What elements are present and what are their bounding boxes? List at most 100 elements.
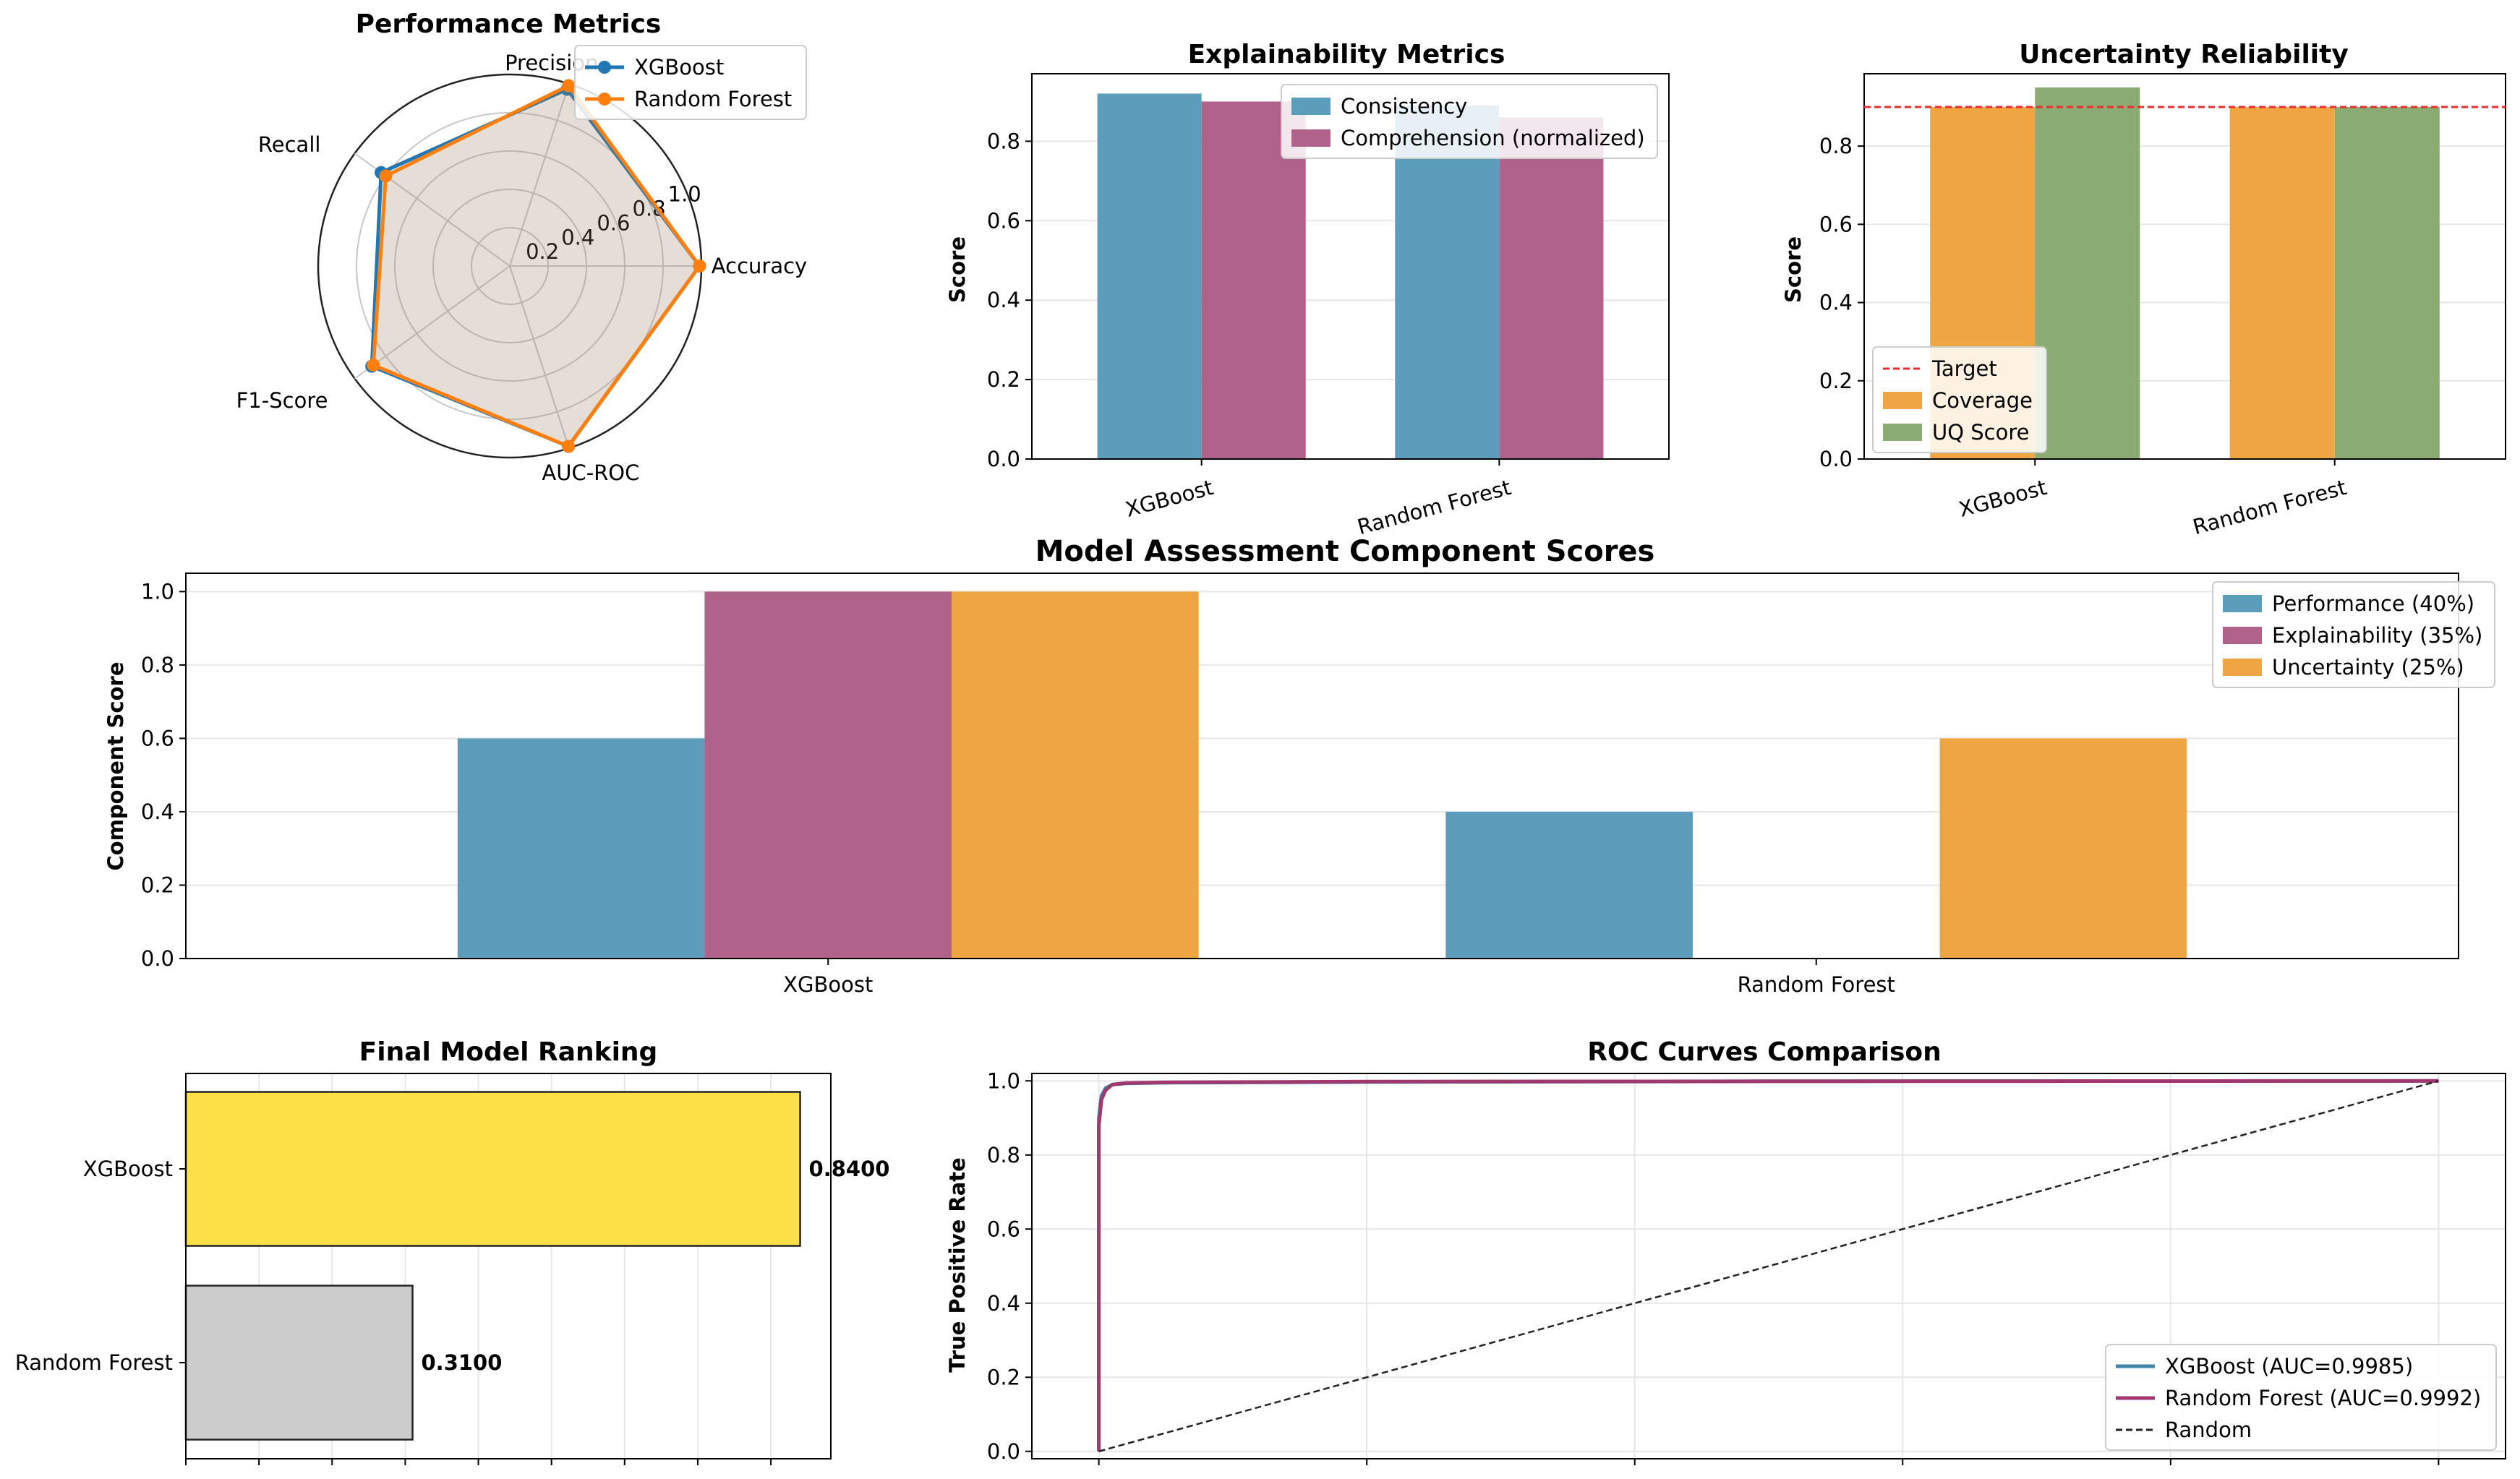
axes-frame [185,573,2459,959]
y-tick-label: 0.8 [1819,134,1853,158]
x-tick-label: Random Forest [1738,972,1895,997]
bar [184,1091,801,1247]
legend-label: Performance (40%) [2272,591,2474,616]
legend-label: Random [2165,1418,2252,1442]
y-tick-label: 0.2 [141,873,174,897]
roc-series-2 [1098,1080,2439,1453]
bar [184,1285,414,1441]
roc-ylabel: True Positive Rate [945,1157,970,1373]
roc-series-1 [1097,1079,2439,1452]
bar [1395,105,1500,460]
components-chart: 0.0 0.2 0.4 0.6 0.8 1.0 XGBoost Random Forest Pe… [141,573,2495,997]
bar [1499,117,1604,459]
y-tick-label: 0.4 [987,288,1020,312]
radar-r-label: 0.2 [526,239,559,264]
legend-label: Comprehension (normalized) [1341,126,1645,150]
legend-label: Random Forest [634,87,792,111]
y-tick-label: 0.2 [987,367,1020,392]
legend-swatch [1291,98,1331,115]
legend-swatch [1291,129,1331,147]
bar [1201,101,1306,459]
bar [1445,811,1693,959]
legend-label: Explainability (35%) [2272,623,2482,648]
radar-point [379,169,393,183]
legend-label: Random Forest (AUC=0.9992) [2165,1386,2481,1410]
y-tick-label: 0.6 [1819,212,1853,236]
ranking-title: Final Model Ranking [359,1037,658,1067]
axes-frame [1863,73,2506,460]
radar-title: Performance Metrics [356,9,662,39]
y-tick-label: 0.0 [141,946,174,971]
y-tick-label: 0.8 [141,653,174,677]
x-tick-label: XGBoost [1123,475,1216,522]
explainability-chart: 0.0 0.2 0.4 0.6 0.8 XGBoost Random Forest Consi… [987,73,1670,539]
legend-swatch [2223,595,2262,612]
bar [2334,106,2440,459]
radar-legend [574,45,807,120]
radar-spoke [354,265,511,380]
bar [1097,93,1202,459]
bar [704,591,952,959]
x-tick-label: XGBoost [783,972,873,997]
ranking-chart: XGBoost 0.8400 Random Forest 0.3100 [15,1073,889,1465]
y-tick-label: 0.6 [987,1217,1020,1241]
y-tick-label: 0.0 [987,447,1020,471]
radar-spoke [509,265,570,449]
x-tick-label: XGBoost [1956,475,2049,522]
y-tick-label: 0.8 [987,129,1020,153]
radar-axis-label: AUC-ROC [542,460,639,485]
legend-marker [598,61,611,74]
bar [1939,738,2187,959]
radar-r-label: 0.6 [597,210,630,235]
components-legend [2212,581,2495,688]
value-label: 0.3100 [422,1350,503,1375]
explainability-title: Explainability Metrics [1188,40,1505,69]
legend-swatch [1883,392,1922,409]
legend-label: XGBoost [634,55,724,80]
radar-r-label: 0.4 [561,225,594,249]
legend-marker [598,93,611,106]
bar [952,591,1199,959]
roc-title: ROC Curves Comparison [1587,1037,1942,1067]
radar-point [562,79,576,93]
radar-spoke [509,83,570,267]
legend-label: UQ Score [1932,420,2030,445]
y-tick-label: 1.0 [141,579,174,604]
legend-label: Coverage [1932,388,2033,413]
roc-legend [2105,1344,2497,1451]
y-tick-label: 0.2 [987,1365,1020,1389]
y-tick-label: 0.4 [1819,291,1853,315]
radar-point [693,260,706,273]
legend-label: Uncertainty (25%) [2272,655,2464,680]
y-tick-label: 0.4 [141,799,174,824]
y-tick-label: 0.0 [1819,447,1853,471]
y-tick-label: XGBoost [83,1157,173,1181]
legend-swatch [2223,627,2262,644]
axes-frame [185,1073,832,1459]
radar-chart: 0.20.40.60.81.0AccuracyPrecisionRecallF1… [236,45,807,485]
bar [2229,106,2335,459]
axes-frame [1031,1073,2506,1459]
roc-chart: 0.0 0.2 0.4 0.6 0.8 1.0 XGBoost (AUC=0.9985) Ra… [987,1068,2506,1465]
radar-r-label: 1.0 [668,182,701,207]
radar-point [367,359,380,372]
uncertainty-ylabel: Score [1781,236,1806,303]
y-tick-label: 0.0 [987,1439,1020,1464]
explainability-ylabel: Score [945,236,970,303]
radar-axis-label: F1-Score [236,388,328,413]
bar [2035,87,2140,459]
explainability-legend [1281,84,1658,159]
axes-frame [1031,73,1670,460]
legend-swatch [2223,659,2262,676]
y-tick-label: Random Forest [15,1350,173,1375]
y-tick-label: 0.2 [1819,369,1853,393]
radar-point [562,440,576,453]
y-tick-label: 0.6 [987,208,1020,233]
uncertainty-title: Uncertainty Reliability [2019,40,2349,69]
uncertainty-chart: 0.0 0.2 0.4 0.6 0.8 XGBoost Random Forest Targe… [1819,73,2506,539]
y-tick-label: 0.6 [141,726,174,750]
y-tick-label: 1.0 [987,1068,1020,1093]
legend-label: Consistency [1341,94,1467,119]
radar-axis-label: Recall [258,132,321,157]
